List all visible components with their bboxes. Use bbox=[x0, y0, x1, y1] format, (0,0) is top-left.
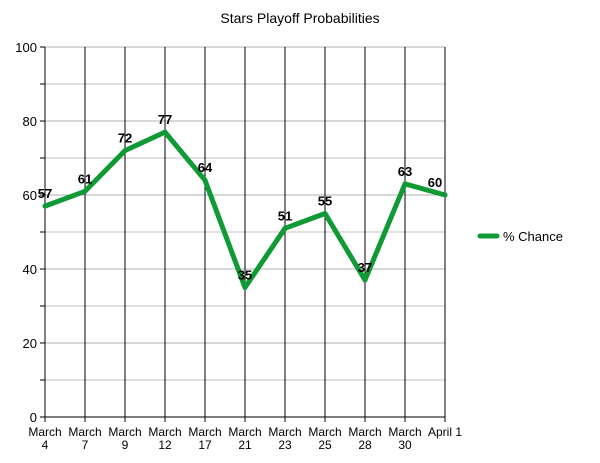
data-point bbox=[162, 129, 168, 135]
x-tick-label: March 21 bbox=[228, 425, 261, 452]
y-tick-label: 80 bbox=[23, 114, 37, 129]
x-tick-label: March 30 bbox=[388, 425, 421, 452]
data-point bbox=[282, 225, 288, 231]
data-label: 61 bbox=[78, 171, 92, 186]
y-tick-label: 60 bbox=[23, 188, 37, 203]
chart-title: Stars Playoff Probabilities bbox=[220, 10, 379, 26]
data-point bbox=[242, 285, 248, 290]
data-label: 77 bbox=[158, 112, 172, 127]
x-tick-label: March 7 bbox=[68, 425, 101, 452]
y-tick-label: 100 bbox=[15, 40, 37, 55]
data-point bbox=[322, 211, 328, 216]
data-label: 72 bbox=[118, 131, 132, 146]
data-point bbox=[82, 188, 88, 194]
data-point bbox=[42, 203, 48, 209]
y-tick-label: 20 bbox=[23, 336, 37, 351]
legend-label: % Chance bbox=[503, 229, 563, 244]
data-label: 63 bbox=[398, 164, 412, 179]
data-label: 60 bbox=[428, 175, 442, 190]
x-tick-label: March 23 bbox=[268, 425, 301, 452]
x-tick-label: March 12 bbox=[148, 425, 181, 452]
data-point bbox=[442, 192, 448, 198]
x-tick-label: March 28 bbox=[348, 425, 381, 452]
x-tick-label: April 1 bbox=[428, 425, 462, 439]
data-label: 35 bbox=[238, 268, 252, 283]
data-label: 64 bbox=[198, 160, 213, 175]
y-tick-label: 0 bbox=[30, 410, 37, 425]
data-label: 55 bbox=[318, 194, 332, 209]
data-label: 51 bbox=[278, 208, 292, 223]
data-point bbox=[362, 277, 368, 283]
data-labels: 57 61 72 77 64 35 51 55 37 63 60 bbox=[38, 112, 442, 282]
data-point bbox=[122, 148, 128, 154]
data-label: 37 bbox=[358, 260, 372, 275]
x-axis-ticks: March 4 March 7 March 9 March 12 March 17 March 21 M… bbox=[28, 425, 462, 452]
grid bbox=[45, 46, 446, 417]
x-tick-label: March 4 bbox=[28, 425, 61, 452]
series-group bbox=[42, 129, 448, 290]
axes bbox=[40, 46, 446, 422]
data-point bbox=[202, 177, 208, 183]
x-tick-label: March 17 bbox=[188, 425, 221, 452]
data-point bbox=[402, 181, 408, 187]
y-tick-label: 40 bbox=[23, 262, 37, 277]
legend: % Chance bbox=[477, 229, 563, 244]
x-tick-label: March 9 bbox=[108, 425, 141, 452]
data-label: 57 bbox=[38, 186, 52, 201]
x-tick-label: March 25 bbox=[308, 425, 341, 452]
y-axis-ticks: 0 20 40 60 80 100 bbox=[15, 40, 37, 425]
